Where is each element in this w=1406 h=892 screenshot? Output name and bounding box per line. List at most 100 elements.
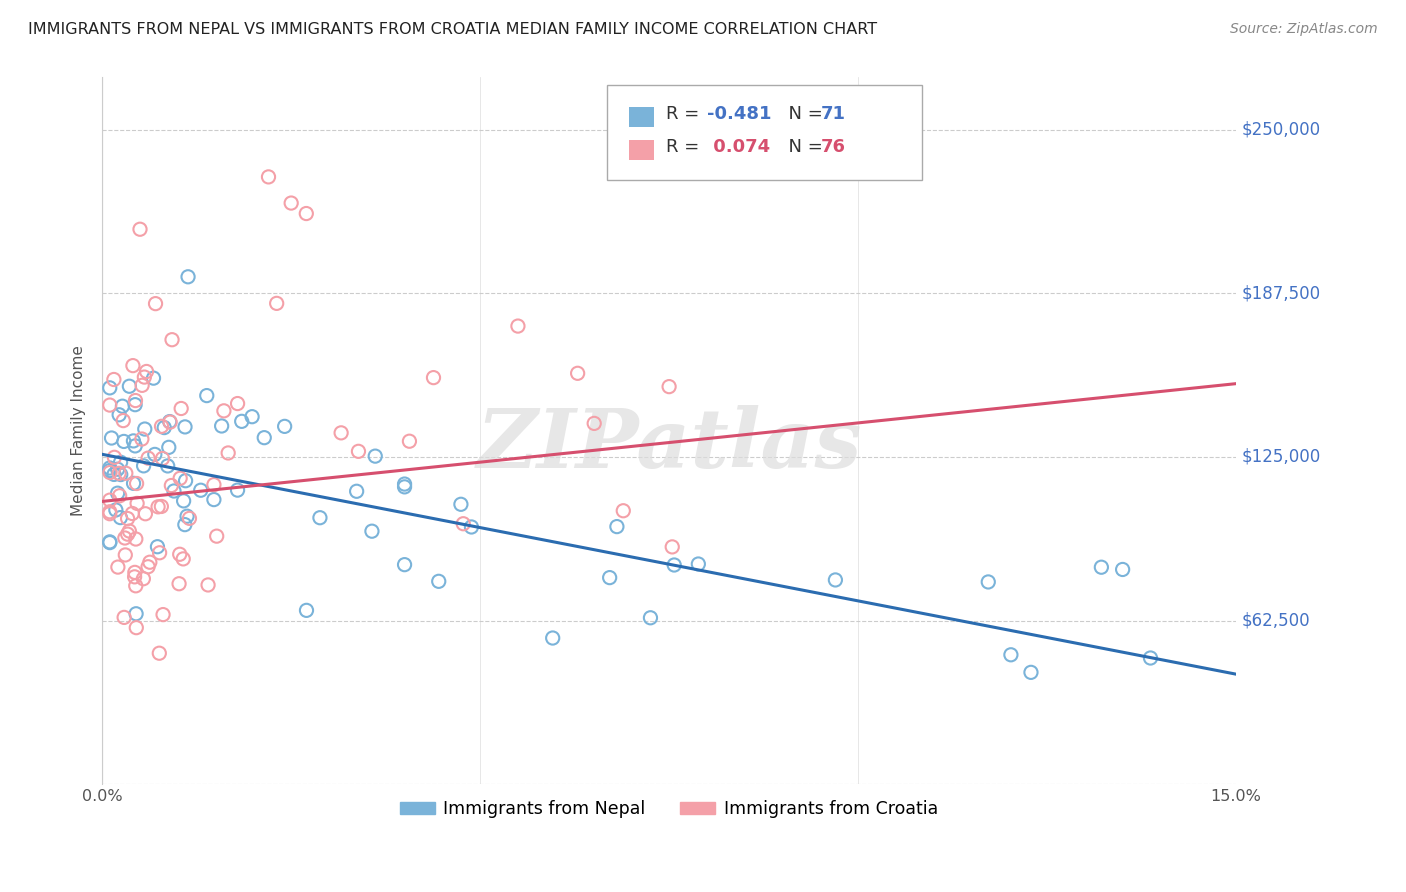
Point bbox=[125, 607, 148, 621]
Text: -0.481: -0.481 bbox=[707, 105, 770, 123]
Point bbox=[98, 464, 121, 478]
Point bbox=[150, 419, 173, 434]
Point bbox=[129, 222, 152, 236]
Point bbox=[824, 573, 846, 587]
Point bbox=[142, 371, 165, 385]
Point bbox=[98, 466, 121, 480]
Point bbox=[1019, 665, 1042, 680]
Point bbox=[1000, 648, 1022, 662]
Point bbox=[124, 566, 146, 580]
Point bbox=[173, 517, 195, 532]
Point bbox=[146, 540, 169, 554]
Point bbox=[640, 611, 662, 625]
Point bbox=[136, 559, 159, 574]
Point bbox=[174, 420, 197, 434]
Legend: Immigrants from Nepal, Immigrants from Croatia: Immigrants from Nepal, Immigrants from C… bbox=[394, 793, 945, 825]
Point bbox=[150, 500, 173, 514]
Point bbox=[567, 367, 589, 381]
Point bbox=[266, 296, 288, 310]
Point bbox=[114, 548, 136, 562]
Point bbox=[160, 333, 183, 347]
Point bbox=[98, 507, 121, 521]
Point bbox=[112, 414, 135, 428]
Y-axis label: Median Family Income: Median Family Income bbox=[72, 345, 86, 516]
Point bbox=[179, 511, 201, 525]
Point bbox=[226, 396, 249, 410]
Point bbox=[330, 425, 353, 440]
Text: $62,500: $62,500 bbox=[1241, 612, 1310, 630]
Point bbox=[153, 420, 176, 434]
Point bbox=[139, 555, 162, 569]
Point bbox=[157, 440, 180, 454]
Point bbox=[211, 419, 233, 434]
Point bbox=[231, 414, 253, 428]
Point bbox=[145, 296, 167, 310]
Point bbox=[122, 476, 145, 491]
Point bbox=[135, 364, 157, 378]
Point bbox=[599, 571, 621, 585]
Point bbox=[156, 458, 179, 473]
FancyBboxPatch shape bbox=[630, 140, 654, 161]
Point bbox=[117, 527, 139, 541]
Point bbox=[98, 461, 121, 475]
FancyBboxPatch shape bbox=[607, 85, 922, 180]
Point bbox=[506, 319, 529, 334]
Point bbox=[661, 540, 683, 554]
Point bbox=[118, 524, 141, 538]
Point bbox=[134, 370, 156, 384]
Point bbox=[132, 572, 155, 586]
Text: N =: N = bbox=[778, 105, 828, 123]
Point bbox=[1139, 651, 1161, 665]
Text: R =: R = bbox=[665, 105, 704, 123]
Point bbox=[394, 558, 416, 572]
Point bbox=[152, 451, 174, 466]
Point bbox=[309, 510, 332, 524]
Point bbox=[606, 519, 628, 533]
Point bbox=[108, 408, 131, 422]
Point bbox=[217, 446, 239, 460]
Point bbox=[149, 546, 172, 560]
Point bbox=[450, 497, 472, 511]
Point bbox=[295, 603, 318, 617]
Point bbox=[176, 509, 198, 524]
Point bbox=[1090, 560, 1112, 574]
Point bbox=[143, 447, 166, 461]
Point bbox=[124, 570, 146, 584]
Point bbox=[226, 483, 249, 497]
Text: ZIPatlas: ZIPatlas bbox=[477, 405, 862, 485]
Point bbox=[173, 494, 195, 508]
Point bbox=[134, 422, 156, 436]
FancyBboxPatch shape bbox=[630, 107, 654, 127]
Point bbox=[103, 372, 125, 386]
Text: Source: ZipAtlas.com: Source: ZipAtlas.com bbox=[1230, 22, 1378, 37]
Point bbox=[122, 434, 145, 448]
Text: 71: 71 bbox=[821, 105, 846, 123]
Point bbox=[197, 578, 219, 592]
Point bbox=[346, 484, 368, 499]
Point bbox=[117, 511, 139, 525]
Point bbox=[112, 610, 135, 624]
Point bbox=[152, 607, 174, 622]
Text: $125,000: $125,000 bbox=[1241, 448, 1320, 466]
Point bbox=[257, 169, 280, 184]
Point bbox=[202, 477, 225, 491]
Point bbox=[169, 547, 191, 561]
Point bbox=[167, 576, 190, 591]
Point bbox=[98, 398, 121, 412]
Point bbox=[125, 621, 148, 635]
Point bbox=[212, 404, 235, 418]
Point bbox=[169, 471, 191, 485]
Point bbox=[159, 415, 181, 429]
Point bbox=[977, 574, 1000, 589]
Point bbox=[103, 450, 125, 465]
Point bbox=[125, 579, 148, 593]
Point bbox=[131, 432, 153, 446]
Point bbox=[159, 415, 181, 429]
Point bbox=[103, 467, 125, 482]
Point bbox=[114, 467, 136, 481]
Point bbox=[427, 574, 450, 589]
Text: R =: R = bbox=[665, 138, 704, 156]
Point bbox=[273, 419, 295, 434]
Text: $250,000: $250,000 bbox=[1241, 120, 1320, 139]
Text: 0.074: 0.074 bbox=[707, 138, 769, 156]
